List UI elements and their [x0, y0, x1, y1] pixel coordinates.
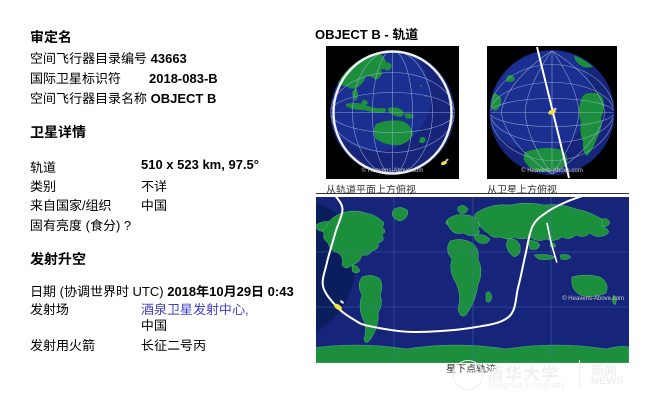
svg-text:© Heavens-Above.com: © Heavens-Above.com [562, 295, 624, 302]
svg-text:© Heavens-Above.com: © Heavens-Above.com [521, 167, 583, 174]
svg-text:© Heavens-Above.com: © Heavens-Above.com [362, 167, 424, 174]
